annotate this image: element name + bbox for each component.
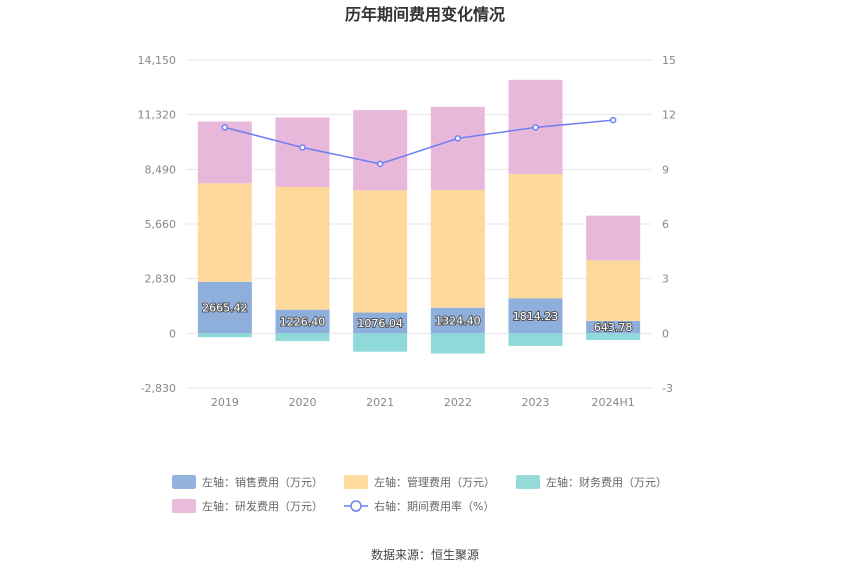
legend-swatch	[516, 475, 540, 489]
bar-segment	[197, 333, 252, 338]
legend-label: 左轴：财务费用（万元）	[546, 475, 667, 489]
bar-segment	[586, 260, 641, 321]
right-tick-label: 6	[662, 218, 669, 231]
data-labels: 2665.42 1226.40 1076.04 1324.40 1814.23 643.7…	[201, 301, 633, 336]
bar-segment	[275, 309, 330, 334]
legend-swatch	[172, 499, 196, 513]
data-label: 643.78	[594, 321, 633, 334]
legend-item[interactable]: 左轴：研发费用（万元）	[172, 499, 323, 513]
x-tick-label: 2020	[289, 396, 317, 409]
rate-point	[221, 124, 229, 131]
legend-swatch	[172, 475, 196, 489]
x-axis: 2019 2020 2021 2022 2023 2024H1	[211, 396, 635, 409]
left-axis: 14,150 11,320 8,490 5,660 2,830 0 -2,830	[138, 54, 177, 395]
bars	[197, 79, 641, 354]
chart-title: 历年期间费用变化情况	[345, 5, 505, 24]
x-tick-label: 2021	[366, 396, 394, 409]
bar-segment	[353, 190, 408, 313]
bar-segment	[197, 121, 252, 184]
left-tick-label: 14,150	[138, 54, 177, 67]
legend-item[interactable]: 左轴：销售费用（万元）	[172, 475, 323, 489]
data-label: 1814.23	[513, 310, 559, 323]
left-tick-label: -2,830	[141, 382, 176, 395]
bar-segment	[430, 333, 485, 354]
x-tick-label: 2022	[444, 396, 472, 409]
legend-label: 左轴：销售费用（万元）	[202, 475, 323, 489]
left-tick-label: 11,320	[138, 109, 177, 122]
rate-point	[299, 144, 306, 151]
left-tick-label: 0	[169, 327, 176, 340]
bar-segment	[430, 307, 485, 334]
bar-segment	[586, 320, 641, 334]
bar-segment	[586, 215, 641, 261]
right-tick-label: 3	[662, 273, 669, 286]
bar-segment	[275, 186, 330, 310]
data-label: 1076.04	[357, 317, 403, 330]
right-tick-label: 9	[662, 163, 669, 176]
source-note: 数据来源：恒生聚源	[371, 547, 479, 562]
bar-segment	[275, 333, 330, 342]
bar-segment	[586, 333, 641, 341]
legend-item[interactable]: 右轴：期间费用率（%）	[344, 499, 494, 513]
right-tick-label: 12	[662, 109, 676, 122]
bar-segment	[430, 189, 485, 308]
legend-label: 右轴：期间费用率（%）	[374, 499, 494, 513]
right-tick-label: 0	[662, 327, 669, 340]
legend-item[interactable]: 左轴：管理费用（万元）	[344, 475, 495, 489]
bar-segment	[275, 117, 330, 187]
legend-label: 左轴：研发费用（万元）	[202, 499, 323, 513]
left-tick-label: 8,490	[145, 163, 177, 176]
rate-point	[609, 116, 617, 124]
bar-segment	[430, 106, 485, 190]
rate-line-path	[224, 119, 614, 165]
legend-item[interactable]: 左轴：财务费用（万元）	[516, 475, 667, 489]
right-tick-label: 15	[662, 54, 676, 67]
left-tick-label: 2,830	[145, 273, 177, 286]
bar-segment	[353, 312, 408, 334]
x-tick-label: 2019	[211, 396, 239, 409]
right-tick-label: -3	[662, 382, 673, 395]
legend[interactable]: 左轴：销售费用（万元） 左轴：管理费用（万元） 左轴：财务费用（万元） 左轴：研发费用…	[172, 475, 667, 513]
rate-point	[376, 160, 384, 168]
bar-segment	[353, 110, 408, 191]
bar-segment	[197, 281, 252, 334]
legend-marker	[350, 500, 362, 512]
bar-segment	[508, 298, 563, 334]
data-label: 2665.42	[202, 302, 248, 315]
x-tick-label: 2024H1	[592, 396, 635, 409]
legend-label: 左轴：管理费用（万元）	[374, 475, 495, 489]
bar-segment	[197, 183, 252, 282]
grid	[186, 59, 652, 389]
legend-swatch	[344, 475, 368, 489]
bar-segment	[508, 174, 563, 299]
x-tick-label: 2023	[522, 396, 550, 409]
rate-point	[454, 135, 462, 142]
data-label: 1324.40	[435, 315, 481, 328]
bar-segment	[353, 333, 408, 352]
rate-line	[221, 116, 617, 168]
bar-segment	[508, 333, 563, 346]
rate-point	[532, 124, 539, 131]
right-axis: 15 12 9 6 3 0 -3	[662, 54, 676, 395]
data-label: 1226.40	[280, 315, 326, 328]
left-tick-label: 5,660	[145, 218, 177, 231]
